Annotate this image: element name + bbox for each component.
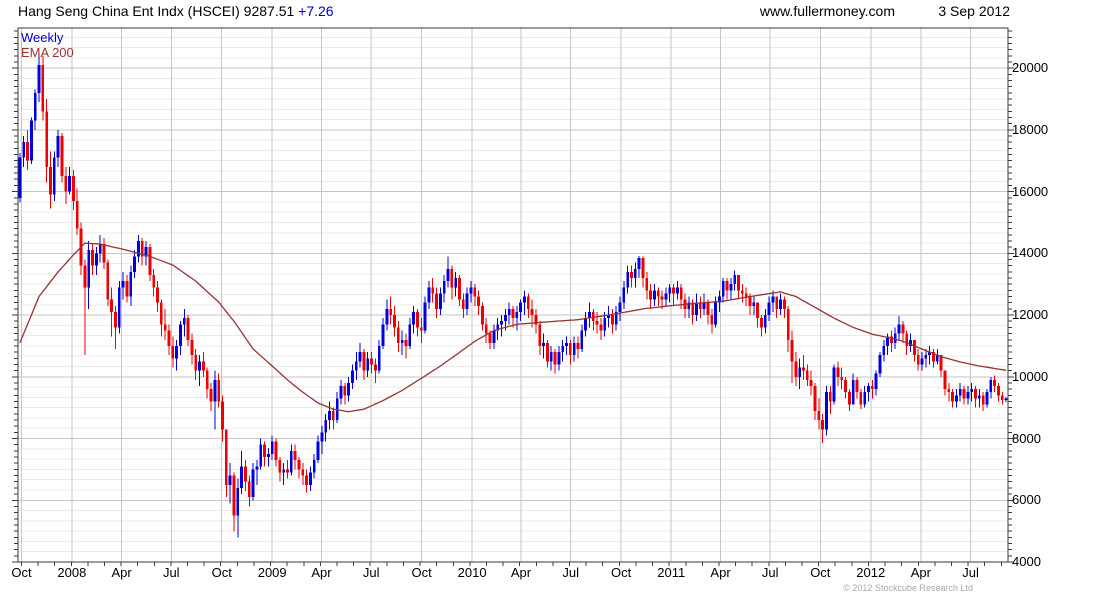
website-label: www.fullermoney.com: [759, 3, 895, 19]
y-axis-tick-label: 6000: [1012, 492, 1041, 508]
x-axis-tick-label: Oct: [411, 565, 432, 580]
x-axis-tick-label: Oct: [211, 565, 232, 580]
x-axis-tick-label: 2009: [257, 565, 287, 580]
x-axis-tick-label: Apr: [910, 565, 931, 580]
y-axis-tick-label: 14000: [1012, 245, 1049, 261]
x-axis-tick-label: Apr: [111, 565, 132, 580]
y-axis-tick-label: 16000: [1012, 183, 1049, 199]
price-change: +7.26: [298, 3, 334, 19]
x-axis-tick-label: Oct: [611, 565, 632, 580]
x-axis-tick-label: Apr: [710, 565, 731, 580]
copyright-label: © 2012 Stockcube Research Ltd: [843, 583, 973, 593]
y-axis-tick-label: 10000: [1012, 368, 1049, 384]
x-axis-tick-label: Apr: [510, 565, 532, 580]
chart-header: Hang Seng China Ent Indx (HSCEI) 9287.51…: [18, 3, 334, 19]
chart-title: Hang Seng China Ent Indx (HSCEI) 9287.51: [18, 3, 295, 19]
x-axis-tick-label: 2010: [457, 565, 487, 580]
y-axis-tick-label: 18000: [1012, 121, 1049, 137]
x-axis-tick-label: 2008: [57, 565, 87, 580]
x-axis-tick-label: Jul: [761, 565, 779, 580]
y-axis-tick-label: 4000: [1012, 554, 1041, 569]
y-axis-tick-label: 20000: [1012, 60, 1049, 76]
x-axis-tick-label: Oct: [810, 565, 831, 580]
legend-timeframe: Weekly: [21, 30, 64, 45]
legend-ema-200: EMA 200: [21, 45, 74, 60]
x-axis-tick-label: Apr: [311, 565, 332, 580]
x-axis-tick-label: 2011: [657, 565, 686, 580]
x-axis-tick-label: Jul: [162, 565, 180, 580]
x-axis-tick-label: Jul: [962, 565, 979, 580]
y-axis-tick-label: 8000: [1012, 430, 1041, 446]
x-axis-tick-label: Oct: [11, 565, 32, 580]
y-axis-tick-label: 12000: [1012, 307, 1049, 323]
x-axis-tick-label: 2012: [856, 565, 886, 580]
x-axis-tick-label: Jul: [362, 565, 380, 580]
date-label: 3 Sep 2012: [938, 3, 1010, 19]
x-axis-tick-label: Jul: [562, 565, 580, 580]
